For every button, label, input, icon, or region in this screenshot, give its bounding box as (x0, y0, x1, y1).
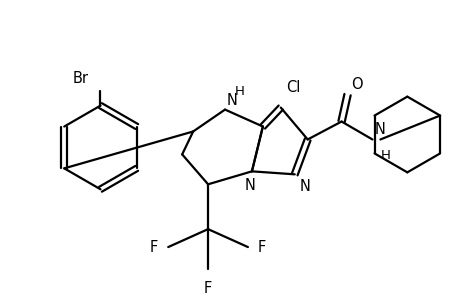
Text: F: F (257, 240, 266, 255)
Text: N: N (299, 179, 309, 194)
Text: H: H (235, 85, 244, 98)
Text: N: N (374, 122, 385, 137)
Text: H: H (380, 149, 389, 162)
Text: N: N (244, 178, 255, 193)
Text: N: N (227, 93, 237, 108)
Text: Br: Br (73, 71, 88, 86)
Text: Cl: Cl (285, 80, 300, 95)
Text: O: O (351, 77, 362, 92)
Text: F: F (150, 240, 158, 255)
Text: F: F (203, 281, 212, 296)
